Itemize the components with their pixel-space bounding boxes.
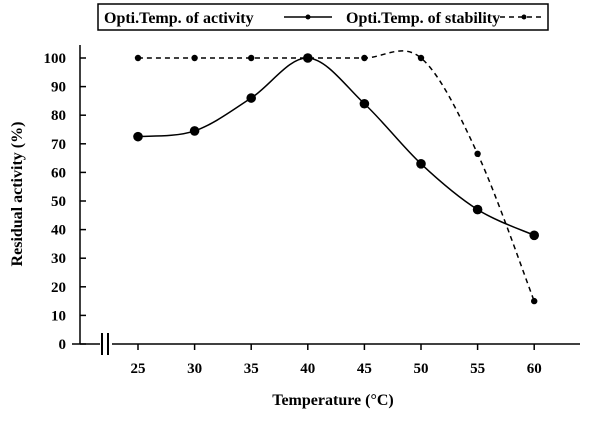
data-point-stability-35 (248, 54, 255, 62)
legend: Opti.Temp. of activity Opti.Temp. of sta… (97, 3, 549, 31)
y-tick-label-80: 80 (51, 108, 66, 124)
data-point-activity-55 (472, 204, 483, 215)
data-point-activity-30 (189, 126, 200, 136)
y-tick-label-70: 70 (51, 137, 66, 153)
y-tick-label-50: 50 (51, 194, 66, 210)
data-point-stability-45 (361, 54, 368, 62)
y-tick-label-40: 40 (51, 223, 66, 239)
x-axis-ticks: 25 30 35 40 45 50 55 60 (131, 344, 542, 377)
series-line-activity (137, 57, 535, 237)
y-tick-label-10: 10 (51, 308, 66, 324)
y-tick-label-30: 30 (51, 251, 66, 267)
x-tick-label-50: 50 (414, 361, 429, 377)
x-tick-label-25: 25 (131, 361, 146, 377)
series-line-stability (137, 50, 535, 302)
y-tick-label-100: 100 (44, 51, 67, 67)
legend-label-activity: Opti.Temp. of activity (104, 10, 254, 27)
data-point-stability-50 (417, 54, 425, 62)
data-point-activity-45 (359, 98, 370, 109)
x-tick-label-35: 35 (244, 361, 259, 377)
x-tick-label-40: 40 (300, 361, 315, 377)
data-point-activity-25 (133, 131, 143, 142)
x-tick-label-45: 45 (357, 361, 372, 377)
x-tick-label-55: 55 (470, 361, 485, 377)
y-tick-label-60: 60 (51, 165, 66, 181)
data-point-activity-50 (416, 159, 426, 169)
data-point-stability-40 (304, 54, 311, 62)
data-point-stability-55 (474, 150, 481, 158)
legend-marker-activity (305, 14, 311, 20)
data-point-activity-60 (529, 230, 539, 241)
data-point-stability-25 (134, 54, 142, 62)
x-axis-break (100, 333, 112, 355)
y-axis-title: Residual activity (%) (9, 122, 26, 267)
y-tick-label-90: 90 (51, 80, 66, 96)
y-tick-label-20: 20 (51, 280, 66, 296)
x-tick-label-30: 30 (187, 361, 202, 377)
legend-marker-stability (521, 14, 527, 20)
data-point-activity-35 (246, 93, 256, 103)
x-tick-label-60: 60 (527, 361, 542, 377)
data-point-stability-30 (191, 54, 198, 62)
data-point-stability-60 (531, 297, 538, 305)
legend-label-stability: Opti.Temp. of stability (346, 10, 500, 27)
y-axis-ticks: 0 10 20 30 40 50 60 70 80 90 100 (44, 51, 86, 353)
x-axis-title: Temperature (°C) (272, 392, 393, 409)
series-layer (133, 50, 539, 305)
y-tick-label-0: 0 (59, 337, 67, 353)
